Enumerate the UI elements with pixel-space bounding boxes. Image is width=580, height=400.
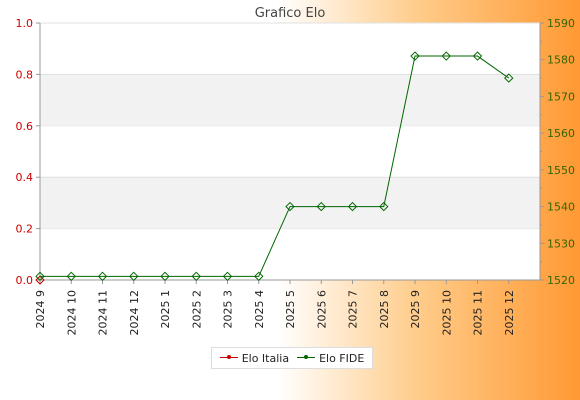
- chart-title: Grafico Elo: [255, 6, 326, 21]
- legend-entry-elo-italia: Elo Italia: [219, 351, 290, 365]
- data-point-elo-fide: [35, 271, 45, 282]
- legend-swatch-elo-italia: [219, 353, 238, 363]
- x-tick-label: 2025 12: [503, 290, 516, 336]
- x-tick-label: 2025 6: [315, 290, 328, 329]
- legend-entry-elo-fide: Elo FIDE: [297, 352, 364, 365]
- left-tick-label: 0.6: [16, 120, 34, 133]
- left-tick-label: 0.4: [16, 171, 34, 184]
- data-point-elo-fide: [347, 201, 358, 212]
- legend-label-elo-fide: Elo FIDE: [319, 351, 365, 365]
- data-point-elo-fide: [504, 73, 514, 83]
- plot-area: [40, 23, 540, 280]
- x-tick-label: 2025 9: [409, 290, 422, 329]
- data-point-elo-fide: [160, 271, 170, 282]
- data-point-elo-fide: [129, 271, 139, 282]
- data-point-elo-fide: [441, 51, 451, 61]
- data-point-elo-fide: [379, 201, 389, 212]
- right-tick-label: 1580: [547, 54, 575, 67]
- data-point-elo-fide: [222, 271, 233, 282]
- x-tick-label: 2024 10: [65, 290, 78, 336]
- left-tick-label: 0.0: [16, 274, 34, 287]
- x-tick-label: 2025 2: [190, 290, 203, 329]
- data-point-elo-fide: [285, 201, 295, 212]
- x-tick-label: 2025 7: [347, 290, 360, 329]
- x-tick-label: 2025 3: [222, 290, 235, 329]
- right-tick-label: 1540: [547, 201, 575, 214]
- left-tick-label: 0.8: [16, 68, 34, 81]
- x-tick-label: 2025 8: [378, 290, 391, 329]
- right-tick-label: 1550: [547, 164, 575, 177]
- x-tick-label: 2025 10: [440, 290, 453, 336]
- x-tick-label: 2024 12: [128, 290, 141, 336]
- grid-band: [40, 74, 540, 126]
- data-point-elo-fide: [254, 271, 264, 282]
- left-tick-label: 0.2: [16, 223, 34, 236]
- right-tick-label: 1560: [547, 127, 575, 140]
- data-point-elo-fide: [66, 271, 76, 282]
- data-point-elo-italia: [35, 275, 45, 285]
- left-tick-label: 1.0: [16, 17, 34, 30]
- x-tick-label: 2025 11: [472, 290, 485, 336]
- right-tick-label: 1590: [547, 17, 575, 30]
- right-tick-label: 1520: [547, 274, 575, 287]
- chart-legend: Elo Italia Elo FIDE: [211, 347, 373, 369]
- data-point-elo-fide: [97, 271, 108, 282]
- x-tick-label: 2025 1: [159, 290, 172, 329]
- right-tick-label: 1530: [547, 237, 575, 250]
- legend-label-elo-italia: Elo Italia: [241, 351, 290, 365]
- series-line-elo-fide: [40, 55, 510, 277]
- x-tick-label: 2024 11: [97, 290, 110, 336]
- x-tick-label: 2024 9: [34, 290, 47, 329]
- x-tick-label: 2025 5: [284, 290, 297, 329]
- data-point-elo-fide: [191, 271, 201, 282]
- data-point-elo-fide: [410, 51, 420, 61]
- data-point-elo-fide: [316, 201, 326, 212]
- right-tick-label: 1570: [547, 90, 575, 103]
- data-point-elo-fide: [472, 51, 483, 61]
- x-tick-label: 2025 4: [253, 290, 266, 329]
- legend-swatch-elo-fide: [297, 353, 316, 363]
